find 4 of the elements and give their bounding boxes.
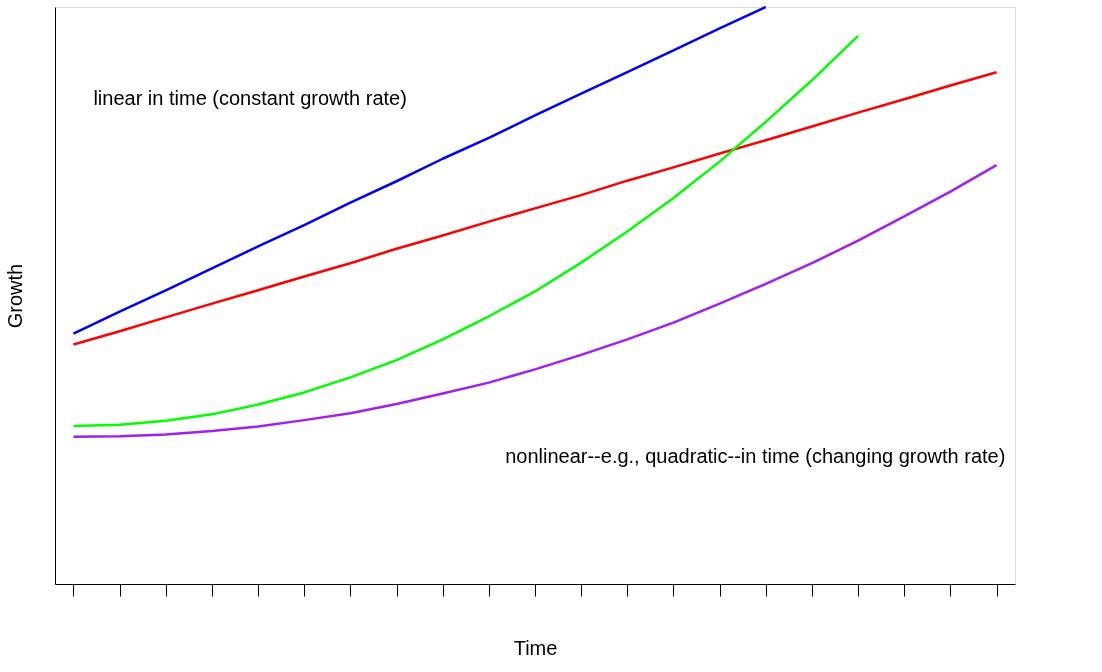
x-axis-title: Time <box>513 636 558 659</box>
annotation: nonlinear--e.g., quadratic--in time (changing growth rate) <box>505 445 1006 468</box>
annotation: linear in time (constant growth rate) <box>93 87 407 110</box>
y-axis-title: Growth <box>3 263 26 329</box>
